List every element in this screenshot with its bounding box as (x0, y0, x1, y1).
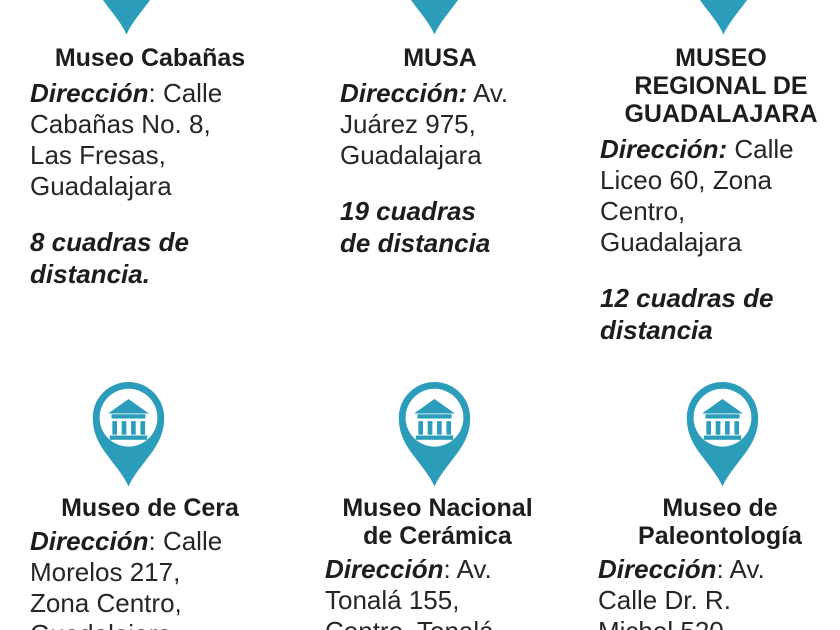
location-pin-icon (392, 0, 477, 36)
direccion-label: Dirección: (340, 78, 468, 108)
museum-card: MUSEO REGIONAL DE GUADALAJARA Dirección:… (600, 44, 840, 346)
museum-name: Museo de Cera (61, 494, 239, 522)
direccion-label: Dirección (30, 78, 149, 108)
museum-name: Museo de Paleontología (638, 494, 802, 550)
direccion-text: Calle Liceo 60, Zona Centro, Guadalajara (600, 134, 794, 257)
museum-address: Dirección: Av. Calle Dr. R. Michel 520 (598, 554, 840, 630)
direccion-label: Dirección (30, 526, 149, 556)
direccion-text: : Calle Morelos 217, Zona Centro, Guadal… (30, 526, 223, 630)
location-pin-icon (84, 0, 169, 36)
location-pin-icon (86, 378, 171, 488)
museum-card: MUSA Dirección: Av. Juárez 975, Guadalaj… (340, 44, 540, 259)
museum-name: MUSA (403, 44, 477, 72)
direccion-text: : Av. Tonalá 155, Centro, Tonalá (325, 554, 494, 630)
museum-name: MUSEO REGIONAL DE GUADALAJARA (624, 44, 818, 128)
museum-address: Dirección: Calle Cabañas No. 8, Las Fres… (30, 78, 270, 202)
direccion-text: : Calle Cabañas No. 8, Las Fresas, Guada… (30, 78, 223, 201)
museum-card: Museo de Paleontología Dirección: Av. Ca… (598, 494, 840, 630)
direccion-text: Av. Juárez 975, Guadalajara (340, 78, 509, 170)
distance-note: 19 cuadras de distancia (340, 196, 491, 258)
location-pin-icon (681, 0, 766, 36)
museum-address: Dirección: Av. Juárez 975, Guadalajara (340, 78, 540, 171)
direccion-label: Dirección (598, 554, 717, 584)
distance-note: 8 cuadras de distancia. (30, 227, 189, 289)
museum-address: Dirección: Calle Morelos 217, Zona Centr… (30, 526, 270, 630)
museum-card: Museo Nacional de Cerámica Dirección: Av… (325, 494, 550, 630)
location-pin-icon (392, 378, 477, 488)
direccion-label: Dirección (325, 554, 444, 584)
museum-address: Dirección: Av. Tonalá 155, Centro, Tonal… (325, 554, 550, 630)
direccion-text: : Av. Calle Dr. R. Michel 520 (598, 554, 765, 630)
direccion-label: Dirección: (600, 134, 728, 164)
museum-address: Dirección: Calle Liceo 60, Zona Centro, … (600, 134, 840, 258)
museum-card: Museo de Cera Dirección: Calle Morelos 2… (30, 494, 270, 630)
museum-name: Museo Cabañas (54, 44, 246, 72)
location-pin-icon (680, 378, 765, 488)
museum-name: Museo Nacional de Cerámica (342, 494, 533, 550)
museum-card: Museo Cabañas Dirección: Calle Cabañas N… (30, 44, 270, 290)
distance-note: 12 cuadras de distancia (600, 283, 774, 345)
